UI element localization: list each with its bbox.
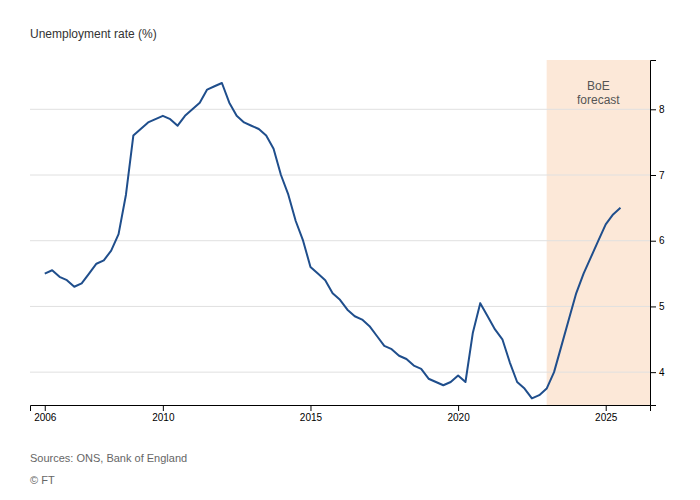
y-axis-line [651,61,657,406]
x-axis-line [31,406,651,412]
y-tick: 5 [650,301,665,312]
x-tick: 2015 [300,405,323,423]
forecast-region [547,60,650,405]
grid-line [30,306,650,307]
grid-line [30,175,650,176]
x-tick-mark [163,405,164,411]
y-tick-label: 8 [659,104,665,115]
sources: Sources: ONS, Bank of England [30,452,187,464]
y-tick-label: 5 [659,301,665,312]
line [45,83,621,398]
y-tick-label: 7 [659,170,665,181]
x-tick-mark [310,405,311,411]
y-tick-mark [650,306,656,307]
y-tick-mark [650,372,656,373]
y-label: Unemployment rate (%) [30,27,157,41]
x-tick: 2006 [34,405,57,423]
grid-line [30,109,650,110]
y-tick-mark [650,175,656,176]
x-tick-mark [606,405,607,411]
chart: 2006 2010 2015 2020 2025 4 5 6 7 8 Unemployment ra… [0,0,700,500]
y-tick: 7 [650,170,665,181]
x-tick-label: 2010 [152,412,175,423]
y-tick-label: 6 [659,235,665,246]
x-tick-label: 2015 [300,412,323,423]
grid-line [30,240,650,241]
x-tick-label: 2006 [34,412,57,423]
copyright: © FT [30,474,55,486]
y-tick-mark [650,109,656,110]
y-axis: 4 5 6 7 8 [650,61,665,406]
forecast-label: BoEforecast [577,79,620,107]
x-axis: 2006 2010 2015 2020 2025 [31,405,651,423]
x-tick-label: 2020 [447,412,470,423]
x-tick: 2020 [447,405,470,423]
y-tick-label: 4 [659,367,665,378]
grid-line [30,372,650,373]
grid [30,109,650,372]
y-tick: 8 [650,104,665,115]
x-tick: 2025 [595,405,618,423]
x-tick: 2010 [152,405,175,423]
marks [30,60,650,405]
x-tick-label: 2025 [595,412,618,423]
y-tick: 6 [650,235,665,246]
y-tick-mark [650,241,656,242]
x-tick-mark [458,405,459,411]
y-tick: 4 [650,367,665,378]
x-tick-mark [45,405,46,411]
plot: 2006 2010 2015 2020 2025 4 5 6 7 8 [30,60,665,423]
